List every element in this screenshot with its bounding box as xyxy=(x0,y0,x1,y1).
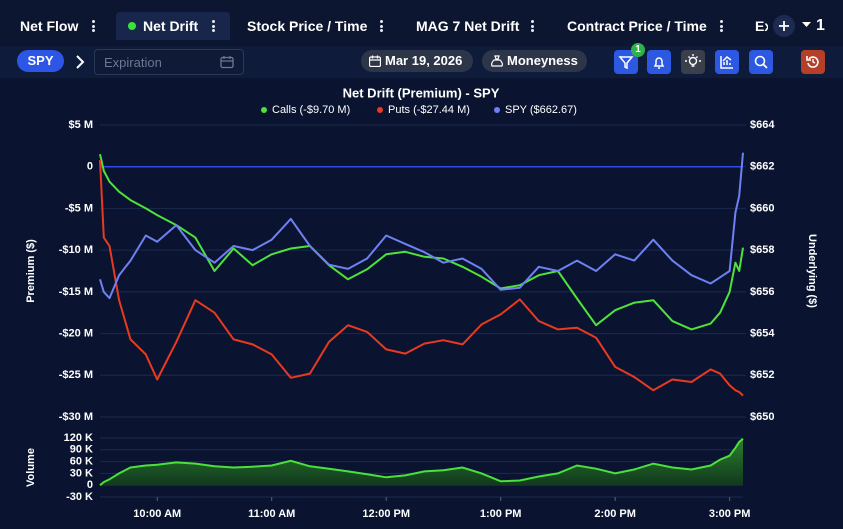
tab-menu[interactable] xyxy=(212,20,215,32)
series-line xyxy=(99,153,744,331)
date-button[interactable]: Mar 19, 2026 xyxy=(361,50,473,72)
y-tick-label: $5 M xyxy=(69,119,93,131)
chart-panel xyxy=(0,78,843,529)
calendar-icon xyxy=(220,56,234,69)
x-tick-label: 10:00 AM xyxy=(133,508,181,520)
moneyness-label: Moneyness xyxy=(507,53,578,68)
filter-badge: 1 xyxy=(631,43,645,57)
y2-tick-label: $662 xyxy=(750,161,774,173)
y-tick-label: -$20 M xyxy=(59,327,93,339)
y-tick-label: 120 K xyxy=(64,432,93,444)
legend-label: Puts (-$27.44 M) xyxy=(388,104,470,116)
chart-icon xyxy=(720,56,733,69)
y2-tick-label: $652 xyxy=(750,369,774,381)
legend-label: Calls (-$9.70 M) xyxy=(272,104,350,116)
plus-icon xyxy=(779,21,789,31)
highlight-button[interactable] xyxy=(681,50,705,74)
x-tick-label: 12:00 PM xyxy=(362,508,410,520)
legend-swatch xyxy=(261,107,267,113)
caret-icon[interactable] xyxy=(802,22,812,28)
y2-axis-label: Underlying ($) xyxy=(806,234,818,308)
tab-label: Net Drift xyxy=(143,18,199,34)
search-icon xyxy=(754,55,768,69)
y2-tick-label: $660 xyxy=(750,202,774,214)
y-tick-label: -$15 M xyxy=(59,286,93,298)
legend-swatch xyxy=(377,107,383,113)
y-tick-label: -$10 M xyxy=(59,244,93,256)
y-tick-label: -$30 M xyxy=(59,411,93,423)
y-tick-label: -$25 M xyxy=(59,369,93,381)
tab-menu[interactable] xyxy=(531,20,534,32)
chevron-icon[interactable] xyxy=(75,55,85,69)
reset-button[interactable] xyxy=(801,50,825,74)
tab-menu[interactable] xyxy=(380,20,383,32)
tab-bar: Net Flow Net Drift Stock Price / Time MA… xyxy=(0,0,843,46)
y-tick-label: -$5 M xyxy=(65,202,93,214)
reset-icon xyxy=(806,56,819,68)
y-tick-label: 30 K xyxy=(70,467,93,479)
bell-icon xyxy=(653,57,665,69)
expiration-input[interactable]: Expiration xyxy=(94,49,244,75)
area-fill xyxy=(100,438,743,486)
calendar-icon xyxy=(369,55,381,67)
tab[interactable]: Ex xyxy=(755,18,768,34)
y-tick-label: 0 xyxy=(87,161,93,173)
date-label: Mar 19, 2026 xyxy=(385,53,463,68)
area-line xyxy=(99,438,744,486)
filter-icon xyxy=(618,56,634,70)
tab[interactable]: Net Flow xyxy=(20,18,79,34)
chart-title: Net Drift (Premium) - SPY xyxy=(343,85,500,100)
symbol-pill[interactable]: SPY xyxy=(17,50,64,72)
moneyness-icon xyxy=(491,55,503,67)
chart-button[interactable] xyxy=(715,50,739,74)
y2-tick-label: $650 xyxy=(750,411,774,423)
tab[interactable]: Contract Price / Time xyxy=(567,18,707,34)
x-tick-label: 2:00 PM xyxy=(594,508,636,520)
alert-button[interactable] xyxy=(647,50,671,74)
tab[interactable]: Stock Price / Time xyxy=(247,18,368,34)
bulb-icon xyxy=(685,54,701,67)
search-button[interactable] xyxy=(749,50,773,74)
y2-tick-label: $664 xyxy=(750,119,775,131)
y-tick-label: -30 K xyxy=(66,491,93,503)
y-tick-label: 90 K xyxy=(70,444,93,456)
series-line xyxy=(99,159,744,397)
x-tick-label: 1:00 PM xyxy=(480,508,522,520)
legend-swatch xyxy=(494,107,500,113)
y-tick-label: 60 K xyxy=(70,456,93,468)
tab-count: 1 xyxy=(816,17,825,34)
add-tab-button[interactable] xyxy=(773,15,795,37)
y2-tick-label: $654 xyxy=(750,327,775,339)
series-line xyxy=(99,152,744,300)
y2-tick-label: $656 xyxy=(750,286,774,298)
tab-menu[interactable] xyxy=(720,20,723,32)
y-tick-label: 0 xyxy=(87,479,93,491)
toolbar: SPY Expiration Mar 19, 2026 Moneyness 1 xyxy=(0,43,843,78)
y-axis-label: Volume xyxy=(25,448,37,487)
y-axis-label: Premium ($) xyxy=(25,239,37,303)
moneyness-button[interactable]: Moneyness xyxy=(482,50,587,72)
tab-active[interactable]: Net Drift xyxy=(116,12,230,40)
tab-menu[interactable] xyxy=(92,20,95,32)
x-tick-label: 3:00 PM xyxy=(709,508,751,520)
y2-tick-label: $658 xyxy=(750,244,774,256)
legend-label: SPY ($662.67) xyxy=(505,104,577,116)
x-tick-label: 11:00 AM xyxy=(248,508,295,520)
expiration-placeholder: Expiration xyxy=(104,55,162,70)
active-dot xyxy=(128,22,136,30)
tab[interactable]: MAG 7 Net Drift xyxy=(416,18,520,34)
